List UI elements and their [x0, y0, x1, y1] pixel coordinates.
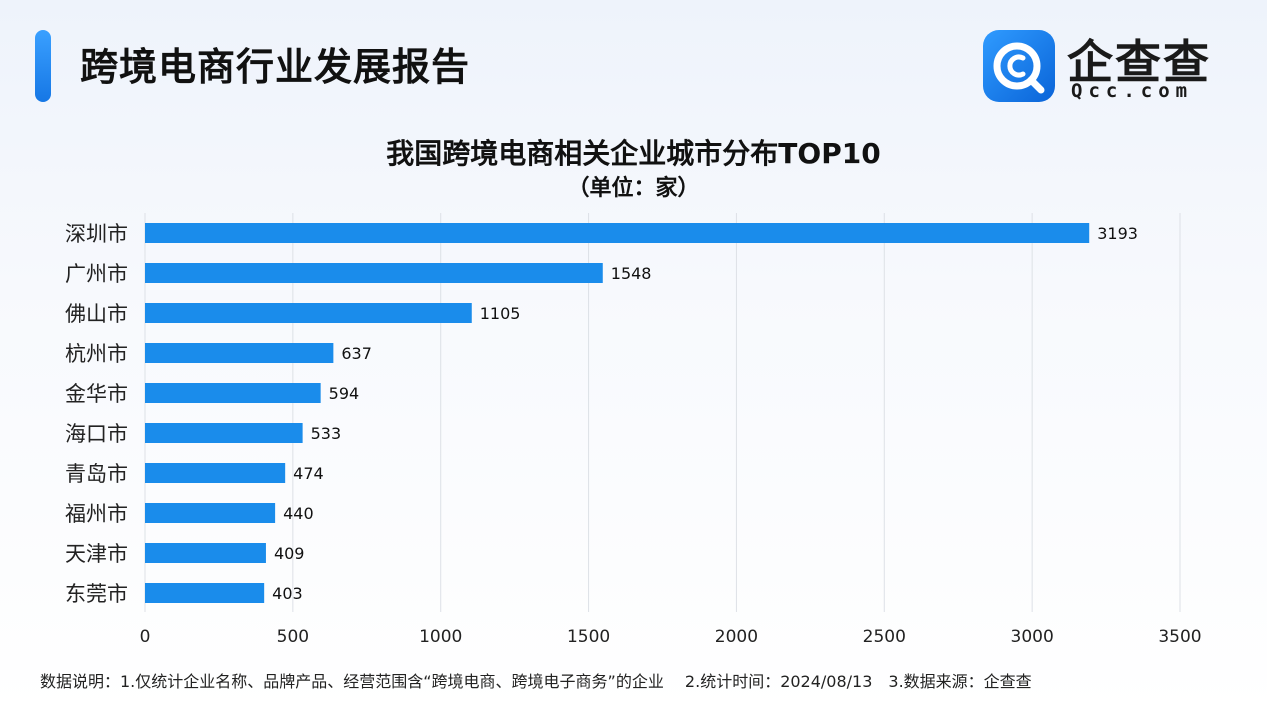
chart-subtitle: （单位：家）	[567, 176, 700, 201]
category-label: 天津市	[65, 542, 128, 566]
bar	[145, 503, 276, 523]
value-label: 3193	[1097, 224, 1138, 243]
logo-domain: Qcc.com	[1071, 80, 1194, 102]
page-title: 跨境电商行业发展报告	[80, 45, 471, 89]
category-label: 佛山市	[65, 302, 128, 326]
value-label: 594	[329, 384, 360, 403]
category-label: 深圳市	[65, 222, 128, 246]
logo-name: 企查查	[1067, 35, 1211, 89]
category-label: 杭州市	[65, 342, 128, 366]
title-accent-bar	[35, 30, 51, 102]
value-label: 637	[341, 344, 372, 363]
qcc-logo-icon	[983, 30, 1055, 102]
bar	[145, 343, 334, 363]
category-label: 广州市	[65, 262, 128, 286]
category-label: 福州市	[65, 502, 128, 526]
bar	[145, 263, 603, 283]
x-tick-label: 1000	[419, 627, 462, 647]
x-tick-label: 0	[140, 627, 151, 647]
x-tick-label: 2000	[715, 627, 758, 647]
value-label: 533	[311, 424, 342, 443]
footnote: 数据说明：1.仅统计企业名称、品牌产品、经营范围含“跨境电商、跨境电子商务”的企…	[40, 672, 1032, 691]
x-tick-label: 3000	[1011, 627, 1054, 647]
bar	[145, 423, 303, 443]
x-tick-label: 500	[277, 627, 309, 647]
value-label: 409	[274, 544, 305, 563]
category-label: 青岛市	[65, 462, 128, 486]
category-label: 金华市	[65, 382, 128, 406]
bar	[145, 223, 1090, 243]
category-label: 海口市	[65, 422, 128, 446]
qcc-logo: 企查查 Qcc.com	[983, 28, 1223, 103]
bar	[145, 463, 286, 483]
x-tick-label: 2500	[863, 627, 906, 647]
category-label: 东莞市	[65, 582, 128, 606]
bar	[145, 583, 265, 603]
value-label: 1105	[480, 304, 521, 323]
bar	[145, 383, 321, 403]
value-label: 403	[272, 584, 303, 603]
chart-title: 我国跨境电商相关企业城市分布TOP10	[386, 137, 881, 170]
bar	[145, 543, 266, 563]
x-tick-label: 3500	[1158, 627, 1201, 647]
value-label: 1548	[611, 264, 652, 283]
x-tick-label: 1500	[567, 627, 610, 647]
bar	[145, 303, 472, 323]
value-label: 474	[293, 464, 324, 483]
value-label: 440	[283, 504, 314, 523]
